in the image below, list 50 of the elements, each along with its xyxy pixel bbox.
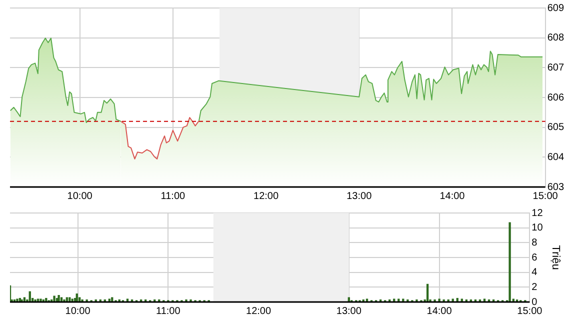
bar <box>16 298 18 302</box>
y-tick-label: 0 <box>532 296 538 308</box>
y-tick-label: 609 <box>547 2 564 14</box>
y-tick-label: 606 <box>547 92 564 104</box>
x-tick-label: 15:00 <box>517 306 543 317</box>
x-tick-label: 12:00 <box>254 190 279 202</box>
bar <box>68 297 71 302</box>
bar <box>111 297 114 302</box>
bar <box>434 299 436 302</box>
bar <box>34 299 36 302</box>
bar <box>348 297 350 302</box>
bar <box>23 297 26 302</box>
x-tick-label: 10:00 <box>65 306 91 317</box>
y-tick-label: 603 <box>547 182 564 193</box>
y-axis-title: Triệu <box>549 245 562 270</box>
y-tick-label: 604 <box>547 152 564 163</box>
y-tick-label: 2 <box>532 282 538 293</box>
bar <box>426 284 429 302</box>
y-tick-label: 608 <box>547 32 564 44</box>
x-tick-label: 11:00 <box>156 306 181 317</box>
x-tick-label: 14:00 <box>440 190 466 202</box>
bar <box>53 296 56 302</box>
x-tick-label: 11:00 <box>160 190 186 202</box>
y-tick-label: 12 <box>532 208 544 219</box>
y-tick-label: 4 <box>532 267 538 278</box>
x-tick-label: 13:00 <box>336 306 362 317</box>
bar <box>66 297 68 302</box>
x-tick-label: 15:00 <box>532 190 558 202</box>
bar <box>60 297 63 302</box>
bar <box>416 299 418 302</box>
y-tick-label: 8 <box>532 237 538 248</box>
bar <box>438 298 440 302</box>
y-tick-label: 10 <box>532 222 544 234</box>
bar <box>185 299 188 302</box>
y-tick-label: 607 <box>547 62 564 74</box>
bar <box>58 294 60 302</box>
x-tick-label: 12:00 <box>246 306 272 317</box>
y-tick-label: 6 <box>532 252 538 264</box>
bar <box>63 299 66 302</box>
x-tick-label: 10:00 <box>67 190 93 202</box>
bar <box>442 299 445 302</box>
bar <box>40 298 42 302</box>
bar <box>81 299 84 302</box>
x-tick-label: 13:00 <box>346 190 372 202</box>
bar <box>78 297 81 302</box>
bar <box>190 299 192 302</box>
x-tick-label: 14:00 <box>426 306 452 317</box>
bar <box>508 222 511 302</box>
y-tick-label: 605 <box>547 122 564 134</box>
bar <box>86 299 88 302</box>
